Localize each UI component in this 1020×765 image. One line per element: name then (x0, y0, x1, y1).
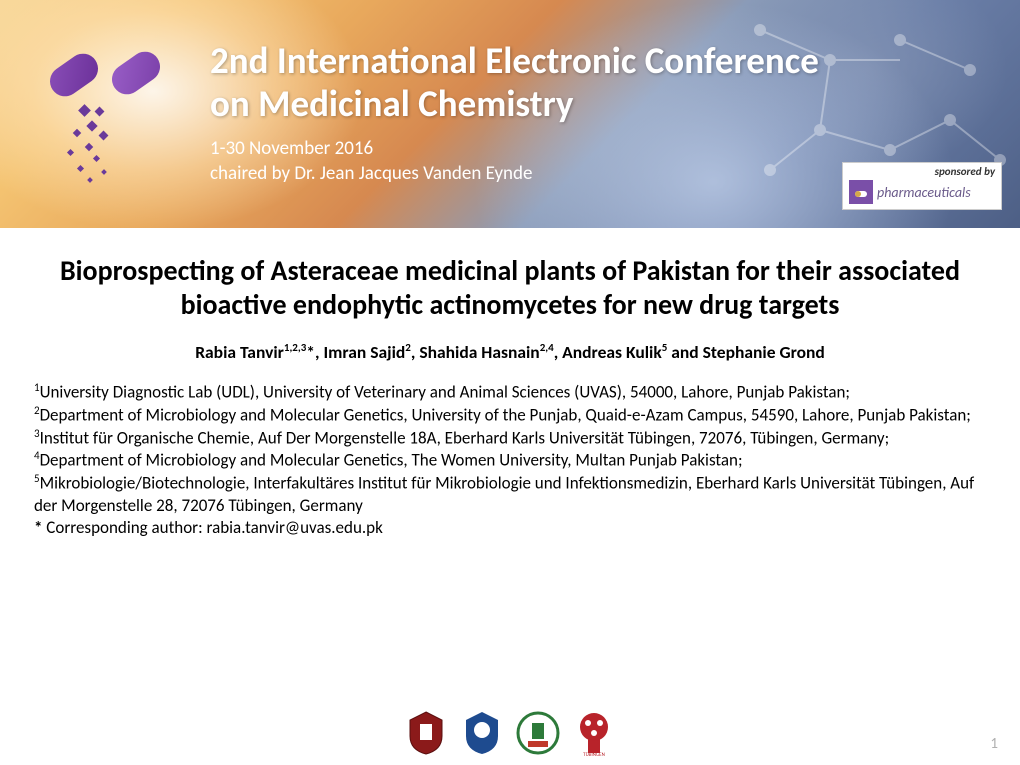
banner-text-block: 2nd International Electronic Conference … (210, 40, 819, 186)
sponsor-box: sponsored by pharmaceuticals (842, 162, 1002, 210)
conference-title: 2nd International Electronic Conference … (210, 40, 819, 125)
page-number: 1 (990, 735, 998, 753)
slide-content: Bioprospecting of Asteraceae medicinal p… (0, 228, 1020, 539)
conference-date: 1-30 November 2016 chaired by Dr. Jean J… (210, 137, 819, 186)
affiliation-5: 5Mikrobiologie/Biotechnologie, Interfaku… (34, 472, 986, 517)
affiliation-2: 2Department of Microbiology and Molecula… (34, 404, 986, 427)
corresponding-author: * Corresponding author: rabia.tanvir@uva… (34, 517, 986, 539)
punjab-logo (460, 709, 504, 757)
affiliations-block: 1University Diagnostic Lab (UDL), Univer… (34, 381, 986, 539)
date-text: 1-30 November 2016 (210, 137, 373, 160)
capsule-icon (38, 50, 178, 190)
paper-title: Bioprospecting of Asteraceae medicinal p… (34, 254, 986, 321)
uvas-logo (404, 709, 448, 757)
sponsor-logo: pharmaceuticals (849, 180, 995, 204)
sponsor-name: pharmaceuticals (877, 184, 971, 201)
conference-banner: 2nd International Electronic Conference … (0, 0, 1020, 228)
women-univ-logo (516, 709, 560, 757)
conf-title-l2: on Medicinal Chemistry (210, 81, 573, 126)
authors-line: Rabia Tanvir1,2,3*, Imran Sajid2, Shahid… (34, 341, 986, 363)
affiliation-3: 3Institut für Organische Chemie, Auf Der… (34, 427, 986, 450)
tubingen-logo: TÜBINGEN (572, 709, 616, 757)
chair-text: chaired by Dr. Jean Jacques Vanden Eynde (210, 162, 532, 185)
affiliation-1: 1University Diagnostic Lab (UDL), Univer… (34, 381, 986, 404)
institution-logos: TÜBINGEN (404, 709, 616, 757)
sponsor-label: sponsored by (849, 165, 995, 178)
conf-title-l1: 2nd International Electronic Conference (210, 38, 819, 83)
svg-text:TÜBINGEN: TÜBINGEN (583, 751, 605, 757)
pharma-icon (849, 180, 873, 204)
affiliation-4: 4Department of Microbiology and Molecula… (34, 449, 986, 472)
